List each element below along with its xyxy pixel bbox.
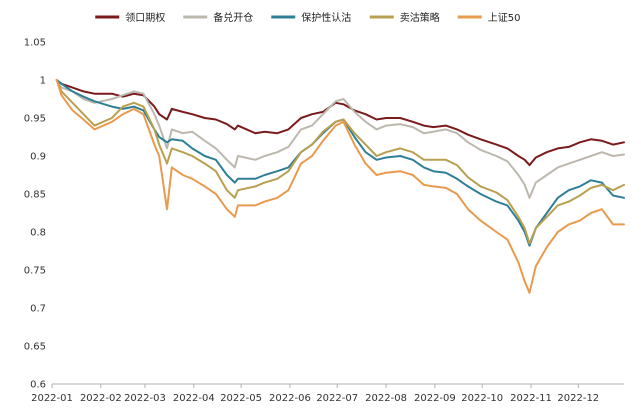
legend: 领口期权 备兑开仓 保护性认沽 卖沽策略 上证50 — [95, 11, 520, 24]
x-tick-label: 2022-02 — [80, 393, 122, 404]
y-tick-label: 0.9 — [30, 152, 46, 163]
x-axis: 2022-01 2022-02 2022-03 2022-04 2022-05 2022-… — [31, 383, 624, 404]
y-tick-label: 0.6 — [30, 380, 46, 391]
series-line-1 — [55, 79, 625, 199]
y-tick-label: 1 — [40, 76, 46, 87]
x-tick-label: 2022-11 — [510, 393, 552, 404]
x-tick-label: 2022-05 — [220, 393, 262, 404]
legend-label-3: 卖沽策略 — [400, 11, 440, 24]
y-tick-label: 0.8 — [30, 228, 46, 239]
series-line-2 — [55, 79, 625, 247]
legend-label-2: 保护性认沽 — [301, 11, 351, 24]
y-tick-label: 0.7 — [30, 304, 46, 315]
x-tick-label: 2022-06 — [269, 393, 311, 404]
series-line-0 — [55, 79, 625, 167]
x-tick-label: 2022-10 — [461, 393, 503, 404]
series-line-4 — [55, 79, 625, 294]
y-tick-label: 0.85 — [24, 190, 46, 201]
legend-label-4: 上证50 — [488, 12, 521, 24]
x-tick-label: 2022-08 — [365, 393, 407, 404]
x-tick-label: 2022-01 — [31, 393, 73, 404]
y-tick-label: 1.05 — [24, 38, 46, 49]
series-line-3 — [55, 79, 625, 245]
y-tick-label: 0.65 — [24, 342, 46, 353]
x-tick-label: 2022-04 — [173, 393, 215, 404]
legend-label-1: 备兑开仓 — [213, 11, 253, 24]
y-axis: 1.05 1 0.95 0.9 0.85 0.8 0.75 0.7 0.65 0.6 — [24, 38, 46, 391]
x-tick-label: 2022-03 — [124, 393, 166, 404]
series-layer — [55, 79, 625, 294]
y-tick-label: 0.75 — [24, 266, 46, 277]
x-tick-label: 2022-07 — [316, 393, 358, 404]
y-tick-label: 0.95 — [24, 114, 46, 125]
x-tick-label: 2022-09 — [414, 393, 456, 404]
x-tick-label: 2022-12 — [557, 393, 599, 404]
legend-label-0: 领口期权 — [125, 11, 165, 24]
